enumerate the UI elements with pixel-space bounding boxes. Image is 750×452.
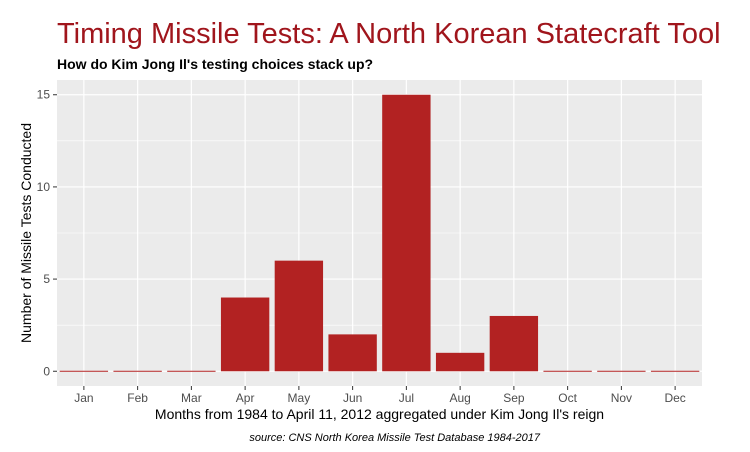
bar-nov bbox=[597, 370, 646, 372]
y-tick-label: 0 bbox=[43, 364, 50, 378]
x-tick-label-oct: Oct bbox=[558, 391, 577, 405]
x-tick-label-nov: Nov bbox=[611, 391, 632, 405]
x-tick-label-sep: Sep bbox=[503, 391, 525, 405]
x-tick-label-jun: Jun bbox=[343, 391, 362, 405]
bar-dec bbox=[650, 370, 700, 372]
bars bbox=[59, 94, 700, 372]
bar-jun bbox=[328, 334, 377, 372]
x-tick-label-feb: Feb bbox=[127, 391, 148, 405]
x-tick-label-apr: Apr bbox=[236, 391, 255, 405]
chart-caption: source: CNS North Korea Missile Test Dat… bbox=[249, 432, 541, 444]
bar-jul bbox=[382, 94, 431, 372]
x-tick-label-jul: Jul bbox=[399, 391, 414, 405]
bar-jan bbox=[59, 370, 109, 372]
major-gridlines bbox=[57, 80, 702, 386]
y-axis-ticks: 0 5 10 15 bbox=[37, 88, 57, 378]
y-tick-label: 5 bbox=[43, 272, 50, 286]
bar-feb bbox=[113, 370, 162, 372]
y-axis-title: Number of Missile Tests Conducted bbox=[18, 123, 34, 343]
bar-apr bbox=[220, 297, 270, 372]
x-tick-label-may: May bbox=[288, 391, 311, 405]
bar-aug bbox=[435, 352, 485, 372]
chart-subtitle: How do Kim Jong Il's testing choices sta… bbox=[57, 56, 374, 72]
minor-gridlines bbox=[57, 140, 702, 326]
x-tick-label-dec: Dec bbox=[664, 391, 685, 405]
bar-oct bbox=[543, 370, 592, 372]
x-tick-label-aug: Aug bbox=[449, 391, 470, 405]
bar-may bbox=[274, 260, 324, 372]
y-tick-label: 10 bbox=[37, 180, 51, 194]
x-axis-title: Months from 1984 to April 11, 2012 aggre… bbox=[155, 406, 604, 422]
y-tick-label: 15 bbox=[37, 88, 51, 102]
bar-mar bbox=[167, 370, 216, 372]
bar-sep bbox=[489, 315, 539, 372]
chart-title: Timing Missile Tests: A North Korean Sta… bbox=[57, 18, 721, 50]
x-tick-label-jan: Jan bbox=[74, 391, 93, 405]
x-axis-ticks: Jan Feb Mar Apr May Jun Jul Aug Sep Oct Nov Dec bbox=[74, 386, 686, 405]
x-tick-label-mar: Mar bbox=[181, 391, 202, 405]
